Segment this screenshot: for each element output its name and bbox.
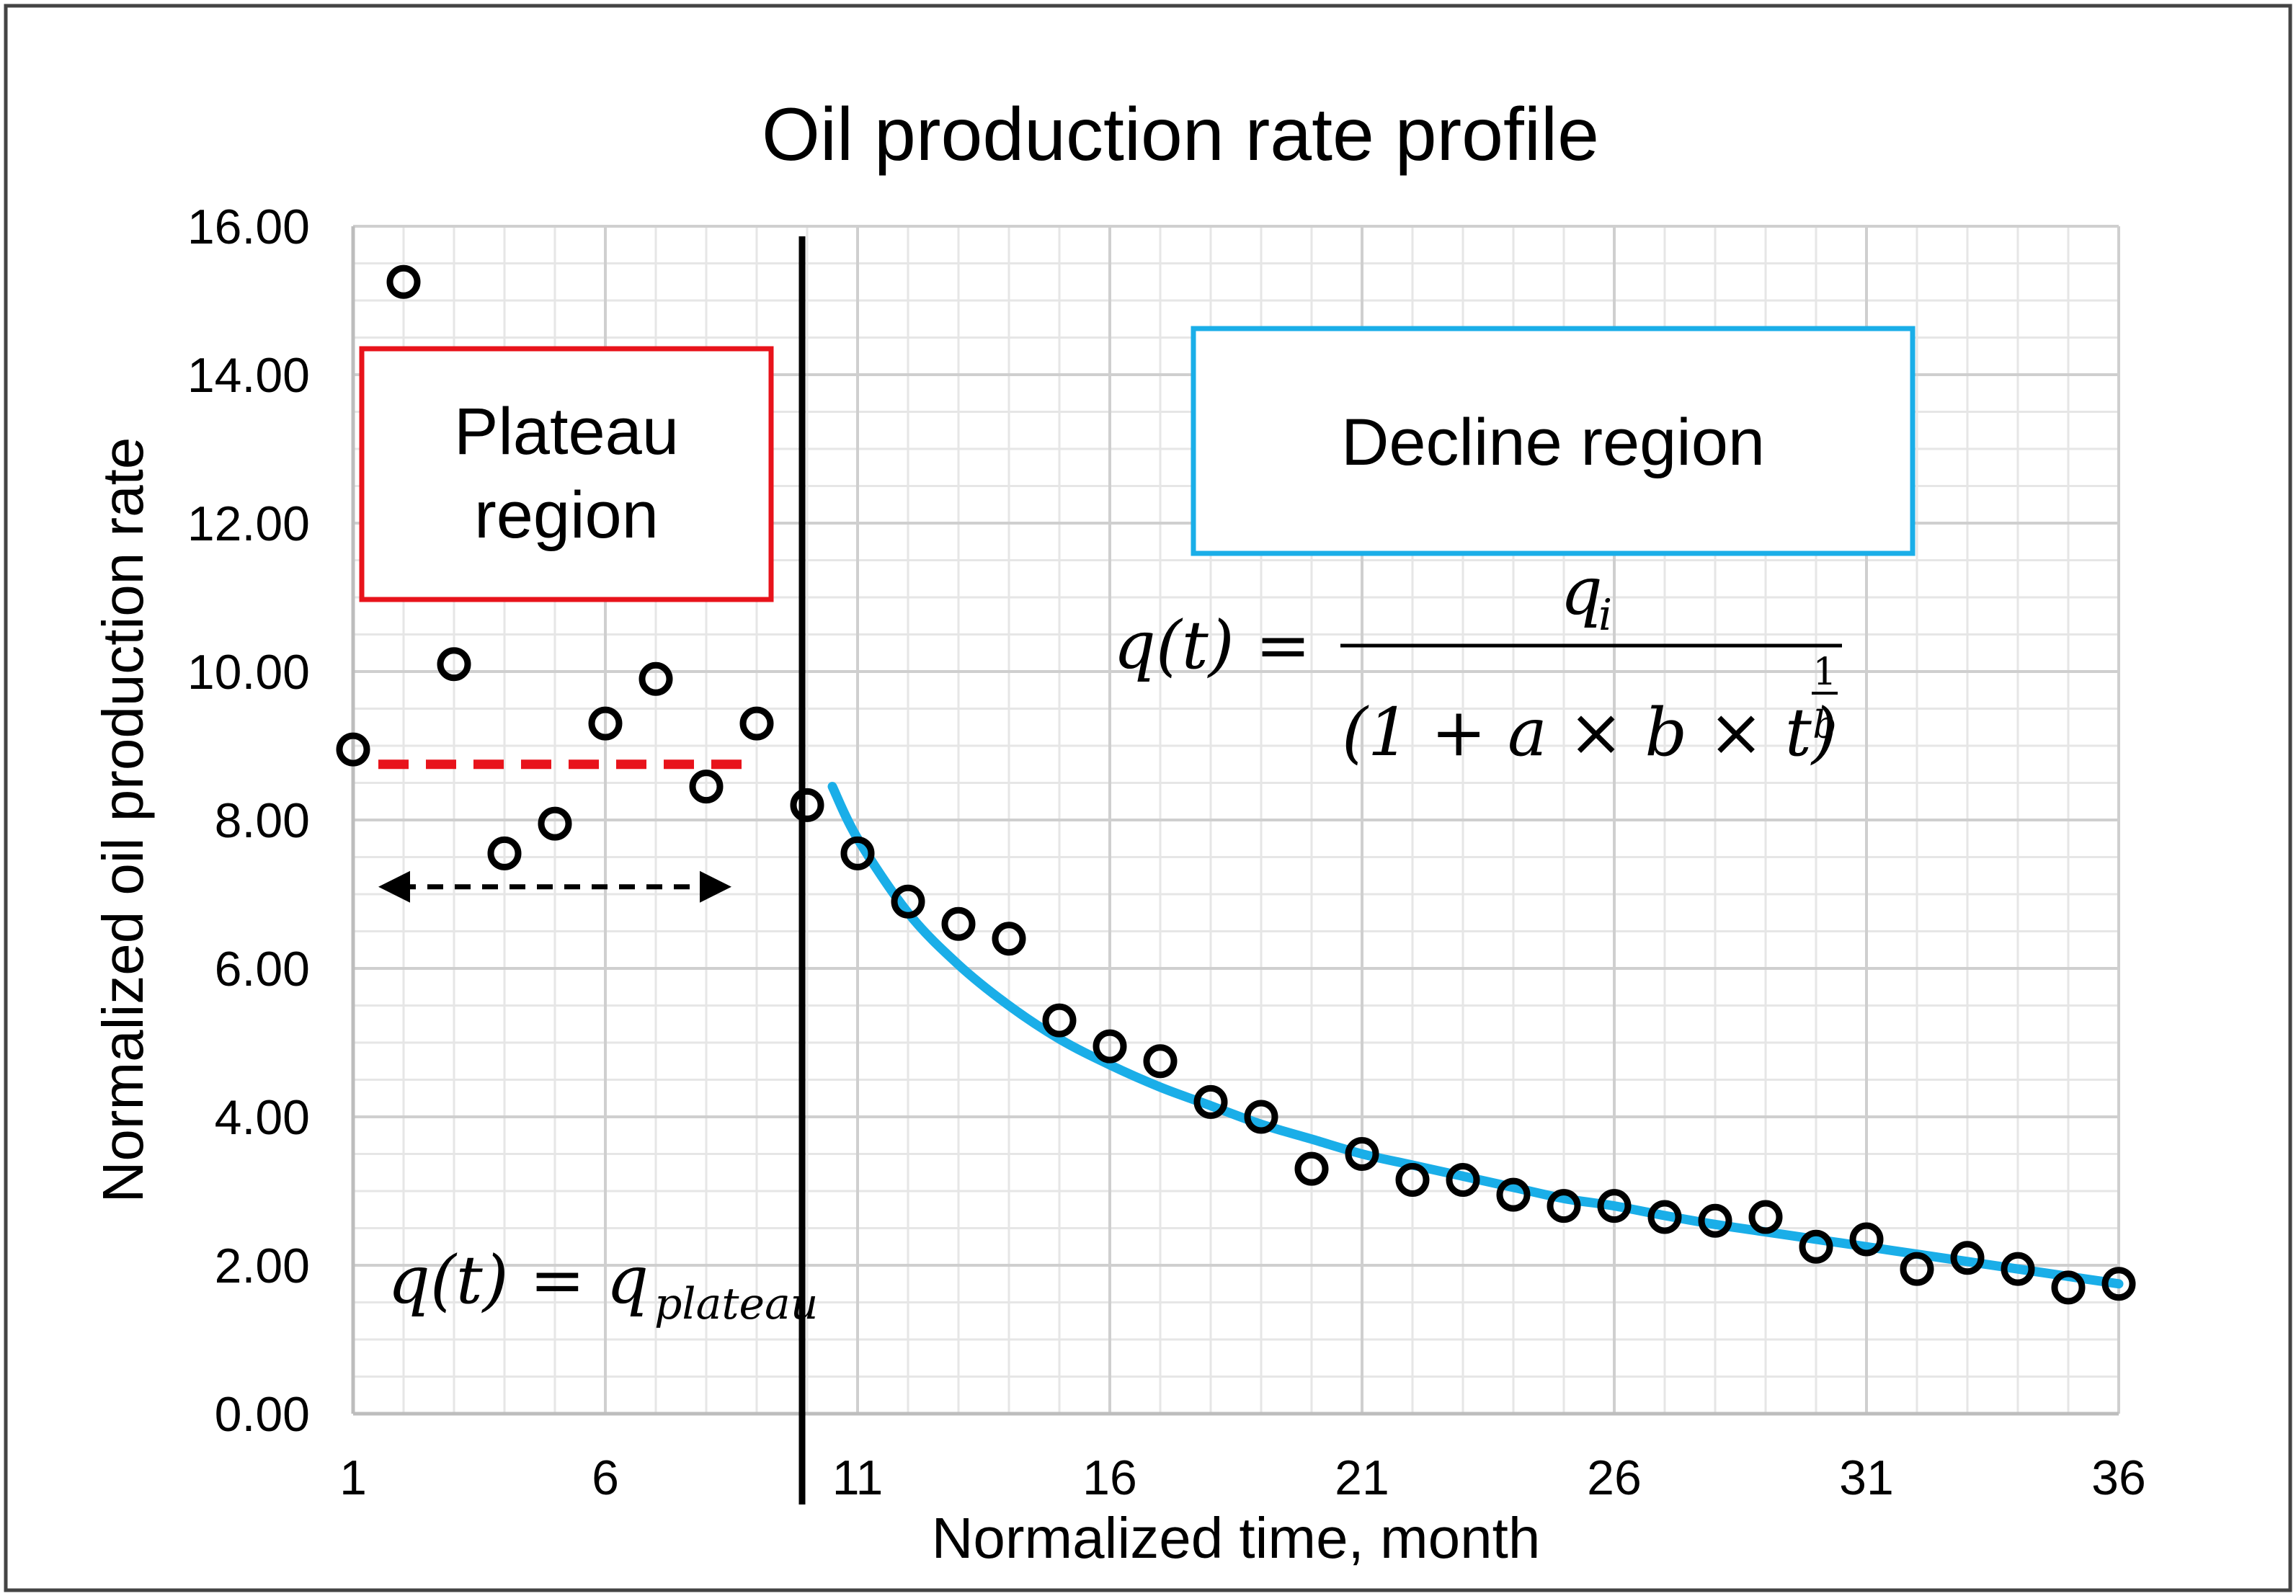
data-point — [1900, 1252, 1934, 1286]
y-tick-label: 14.00 — [187, 348, 310, 403]
x-tick-labels: 1 6 11 16 21 26 31 36 — [339, 1450, 2146, 1505]
decline-region-box: Decline region — [1191, 326, 1915, 556]
data-point — [1294, 1151, 1329, 1186]
data-point — [1698, 1203, 1732, 1238]
arrow-head-right — [700, 870, 731, 903]
plateau-box-label-line2: region — [474, 478, 659, 552]
data-point — [891, 884, 925, 919]
x-tick-label: 26 — [1587, 1450, 1642, 1505]
data-point — [1446, 1163, 1480, 1198]
data-point — [336, 732, 370, 767]
chart-title: Oil production rate profile — [762, 93, 1599, 177]
data-point — [992, 922, 1026, 956]
data-point — [689, 770, 724, 804]
data-point — [739, 706, 774, 741]
data-point — [588, 706, 623, 741]
x-tick-label: 1 — [339, 1450, 367, 1505]
x-tick-label: 6 — [592, 1450, 619, 1505]
data-point — [538, 806, 572, 841]
decline-equation-numerator: q — [1560, 553, 1603, 630]
x-tick-label: 11 — [832, 1450, 884, 1505]
y-tick-label: 8.00 — [215, 793, 310, 848]
y-tick-label: 16.00 — [187, 200, 310, 254]
data-point — [1496, 1177, 1531, 1212]
y-tick-labels: 0.00 2.00 4.00 6.00 8.00 10.00 12.00 14.00 16.00 — [187, 200, 310, 1442]
plateau-equation-subscript: plateau — [654, 1279, 818, 1329]
y-tick-label: 12.00 — [187, 496, 310, 551]
data-point — [1799, 1229, 1833, 1264]
data-point — [790, 788, 824, 822]
data-point — [1193, 1084, 1228, 1119]
data-point — [840, 836, 875, 870]
x-tick-label: 16 — [1082, 1450, 1137, 1505]
data-point — [1345, 1137, 1379, 1171]
data-point — [1647, 1200, 1682, 1234]
data-point — [2001, 1252, 2035, 1286]
data-point — [487, 836, 522, 870]
decline-box-border — [1191, 326, 1915, 556]
decline-equation-denominator: (1 + a × b × t) — [1342, 694, 1838, 771]
plateau-region-box: Plateau region — [359, 346, 774, 602]
plateau-equation-lhs: q(t) = q — [388, 1241, 649, 1319]
x-tick-label: 31 — [1839, 1450, 1894, 1505]
data-point — [1950, 1241, 1985, 1275]
data-point — [1143, 1044, 1178, 1079]
data-point — [1748, 1200, 1783, 1234]
data-point — [1093, 1029, 1127, 1064]
y-tick-label: 10.00 — [187, 645, 310, 700]
data-point — [941, 906, 976, 941]
y-tick-label: 0.00 — [215, 1387, 310, 1442]
y-axis-title: Normalized oil production rate — [91, 437, 155, 1203]
y-tick-label: 2.00 — [215, 1239, 310, 1293]
decline-equation: q(t) = q i (1 + a × b × t) 1 b — [1113, 553, 1842, 771]
figure-frame — [4, 4, 2292, 1592]
plateau-equation: q(t) = q plateau — [388, 1241, 818, 1329]
decline-box-label: Decline region — [1341, 406, 1765, 479]
plateau-box-border — [359, 346, 774, 602]
observed-points-layer — [336, 264, 2136, 1305]
data-point — [386, 264, 421, 299]
decline-equation-lhs: q(t) = — [1113, 607, 1311, 684]
data-point — [2101, 1267, 2136, 1301]
y-tick-label: 6.00 — [215, 942, 310, 997]
decline-equation-exponent-num: 1 — [1812, 651, 1836, 694]
x-axis-title: Normalized time, month — [932, 1506, 1541, 1570]
data-point — [1042, 1003, 1077, 1038]
data-point — [437, 647, 471, 682]
data-point — [638, 661, 673, 696]
decline-equation-numerator-sub: i — [1598, 590, 1612, 641]
y-tick-label: 4.00 — [215, 1090, 310, 1145]
data-point — [1395, 1163, 1430, 1198]
data-point — [1849, 1222, 1884, 1257]
data-point — [1597, 1189, 1632, 1223]
decline-equation-exponent-den: b — [1812, 704, 1836, 747]
plateau-duration-arrow — [378, 870, 731, 903]
x-tick-label: 21 — [1335, 1450, 1389, 1505]
data-point — [2051, 1270, 2086, 1305]
arrow-head-left — [378, 870, 410, 903]
data-point — [1244, 1100, 1278, 1134]
data-point — [1547, 1189, 1581, 1223]
x-tick-label: 36 — [2091, 1450, 2146, 1505]
plateau-box-label-line1: Plateau — [454, 395, 679, 468]
